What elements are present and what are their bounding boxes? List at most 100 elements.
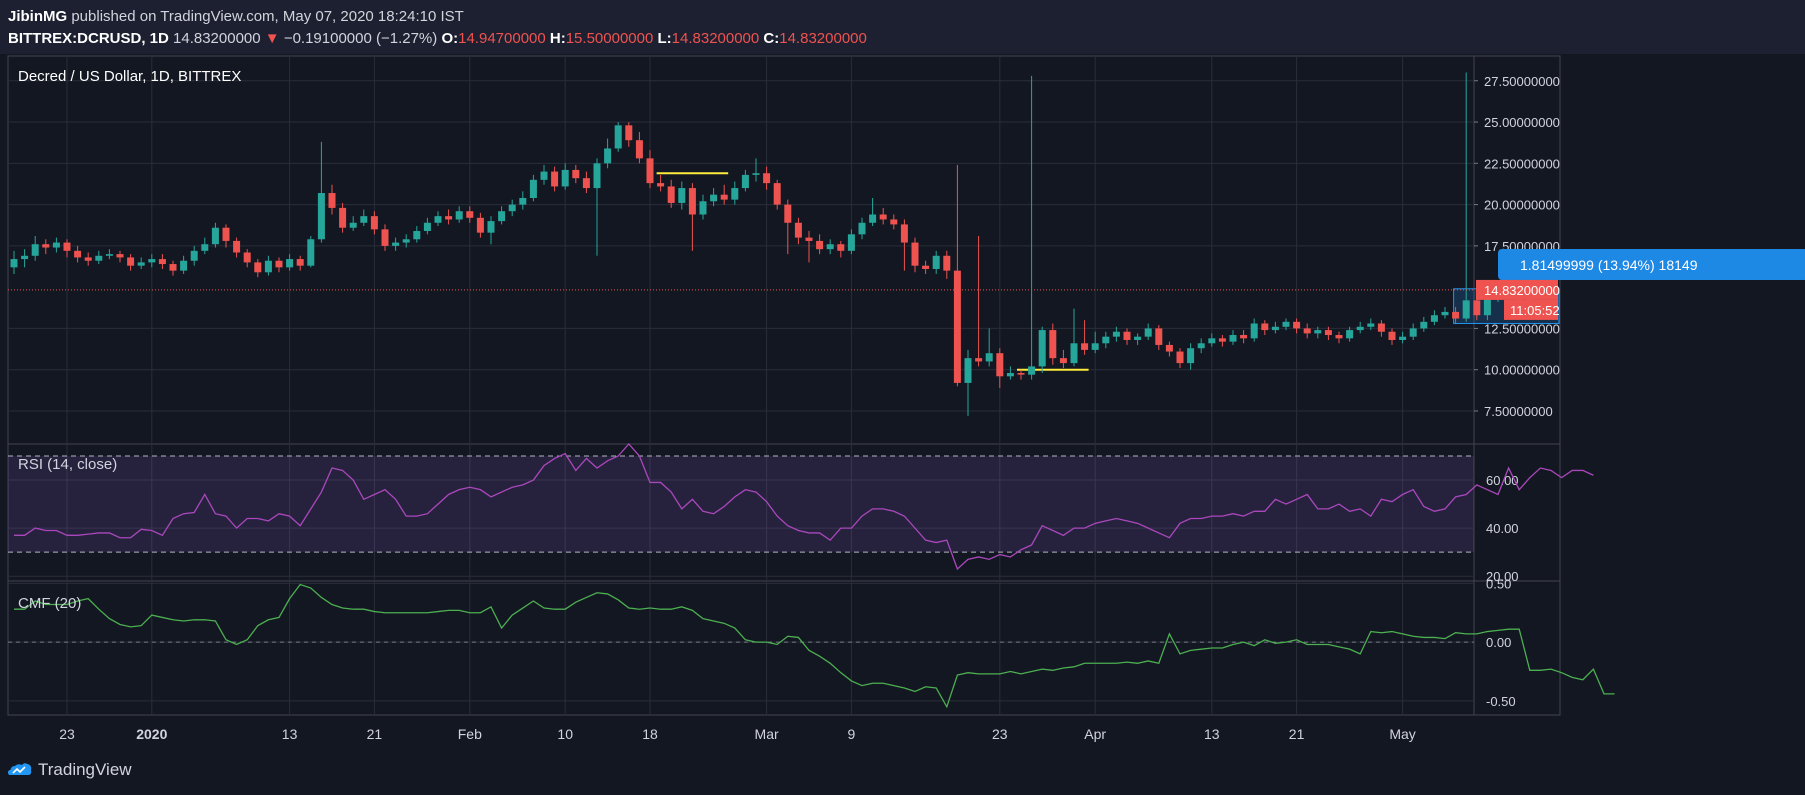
down-arrow-icon: ▼ — [264, 30, 280, 47]
candle — [985, 353, 993, 362]
candle — [402, 239, 410, 243]
candle — [529, 179, 537, 198]
candle — [243, 252, 251, 263]
candle — [1303, 328, 1311, 334]
measure-label: 1.81499999 (13.94%) 18149 — [1520, 257, 1698, 273]
y-tick-label: 7.50000000 — [1484, 404, 1553, 419]
candle — [1388, 331, 1396, 340]
candle — [63, 242, 71, 251]
candle — [84, 257, 92, 261]
candle — [1462, 300, 1470, 319]
x-axis-ticks: 23 2020 13 21 Feb 10 18 Mar 9 23 Apr 13 21 May — [59, 726, 1416, 742]
candle — [943, 255, 951, 271]
candle — [264, 260, 272, 273]
y-tick-label: 10.00000000 — [1484, 363, 1560, 378]
candle — [476, 217, 484, 233]
candle — [1059, 358, 1067, 364]
candle — [1441, 311, 1449, 316]
rsi-line — [14, 443, 1594, 571]
x-tick-label: 18 — [642, 726, 658, 742]
candle — [826, 244, 834, 250]
candle — [975, 358, 983, 362]
x-tick-label: Apr — [1084, 726, 1106, 742]
candle — [752, 173, 760, 175]
y-tick-label: 20.00000000 — [1484, 198, 1560, 213]
ohlc-low-label: L: — [657, 30, 672, 47]
y-tick-label: 12.50000000 — [1484, 321, 1560, 336]
candle — [1293, 321, 1301, 329]
candle — [932, 255, 940, 269]
candle — [1176, 351, 1184, 364]
candle — [1006, 373, 1014, 377]
candle — [731, 188, 739, 200]
y-axis-ticks: 27.50000000 25.00000000 22.50000000 20.0000… — [1474, 74, 1560, 709]
rsi-tick-label: 20.00 — [1486, 569, 1519, 584]
footer-brand[interactable]: TradingView — [8, 760, 132, 780]
candle — [1049, 330, 1057, 359]
measure-label-box — [1498, 249, 1805, 280]
candle — [42, 244, 50, 248]
candle — [370, 216, 378, 230]
candlestick-series — [10, 72, 1555, 416]
candle — [1314, 330, 1322, 334]
candle — [434, 216, 442, 223]
brand-name: TradingView — [38, 760, 132, 779]
author-name[interactable]: JibinMG — [8, 8, 68, 25]
candle — [392, 242, 400, 246]
candle — [1134, 336, 1142, 340]
candle — [953, 270, 961, 383]
candle — [31, 244, 39, 256]
candle — [1409, 328, 1417, 337]
x-tick-label: 10 — [557, 726, 573, 742]
last-price: 14.83200000 — [173, 30, 261, 47]
last-price-label: 14.83200000 — [1484, 283, 1560, 298]
candle — [1356, 326, 1364, 331]
candle — [519, 197, 527, 205]
candle — [1017, 373, 1025, 375]
candle — [1187, 348, 1195, 364]
x-tick-label: 9 — [848, 726, 856, 742]
candle — [551, 171, 559, 187]
candle — [1473, 300, 1481, 316]
candle — [1335, 335, 1343, 339]
candle — [1028, 366, 1036, 375]
chart-header: JibinMG published on TradingView.com, Ma… — [0, 0, 1805, 54]
ohlc-high-label: H: — [549, 30, 566, 47]
cmf-tick-label: -0.50 — [1486, 694, 1516, 709]
candle — [572, 169, 580, 179]
candle — [466, 211, 474, 218]
candle — [1123, 331, 1131, 340]
candle — [858, 222, 866, 235]
candle — [720, 194, 728, 200]
candle — [1144, 328, 1152, 337]
candle — [1250, 323, 1258, 339]
candle — [1229, 335, 1237, 342]
rsi-tick-label: 40.00 — [1486, 521, 1519, 536]
y-tick-label: 27.50000000 — [1484, 74, 1560, 89]
symbol-label[interactable]: BITTREX:DCRUSD, 1D — [8, 30, 169, 47]
x-tick-label: Feb — [458, 726, 482, 742]
candle — [508, 204, 516, 212]
cmf-tick-label: 0.00 — [1486, 635, 1511, 650]
candle — [21, 255, 29, 260]
candle — [95, 255, 103, 261]
chart-grid — [0, 55, 1805, 750]
candle — [741, 174, 749, 189]
candle — [890, 219, 898, 225]
chart-area[interactable]: 23 2020 13 21 Feb 10 18 Mar 9 23 Apr 13 21 May 27.500… — [0, 0, 1805, 750]
price-change: −0.19100000 (−1.27%) — [283, 30, 438, 47]
candle — [784, 204, 792, 223]
candle — [1399, 336, 1407, 340]
candle — [1271, 326, 1279, 331]
rsi-band — [8, 456, 1474, 553]
candle — [127, 257, 135, 266]
ohlc-high-value: 15.50000000 — [565, 30, 654, 47]
candle — [275, 260, 283, 268]
y-tick-label: 22.50000000 — [1484, 156, 1560, 171]
symbol-info: BITTREX:DCRUSD, 1D 14.83200000 ▼ −0.1910… — [8, 30, 867, 47]
candle — [604, 148, 612, 164]
candle — [10, 259, 18, 268]
candle — [805, 237, 813, 241]
cmf-tick-label: 0.50 — [1486, 576, 1511, 591]
x-tick-label: 21 — [1289, 726, 1305, 742]
